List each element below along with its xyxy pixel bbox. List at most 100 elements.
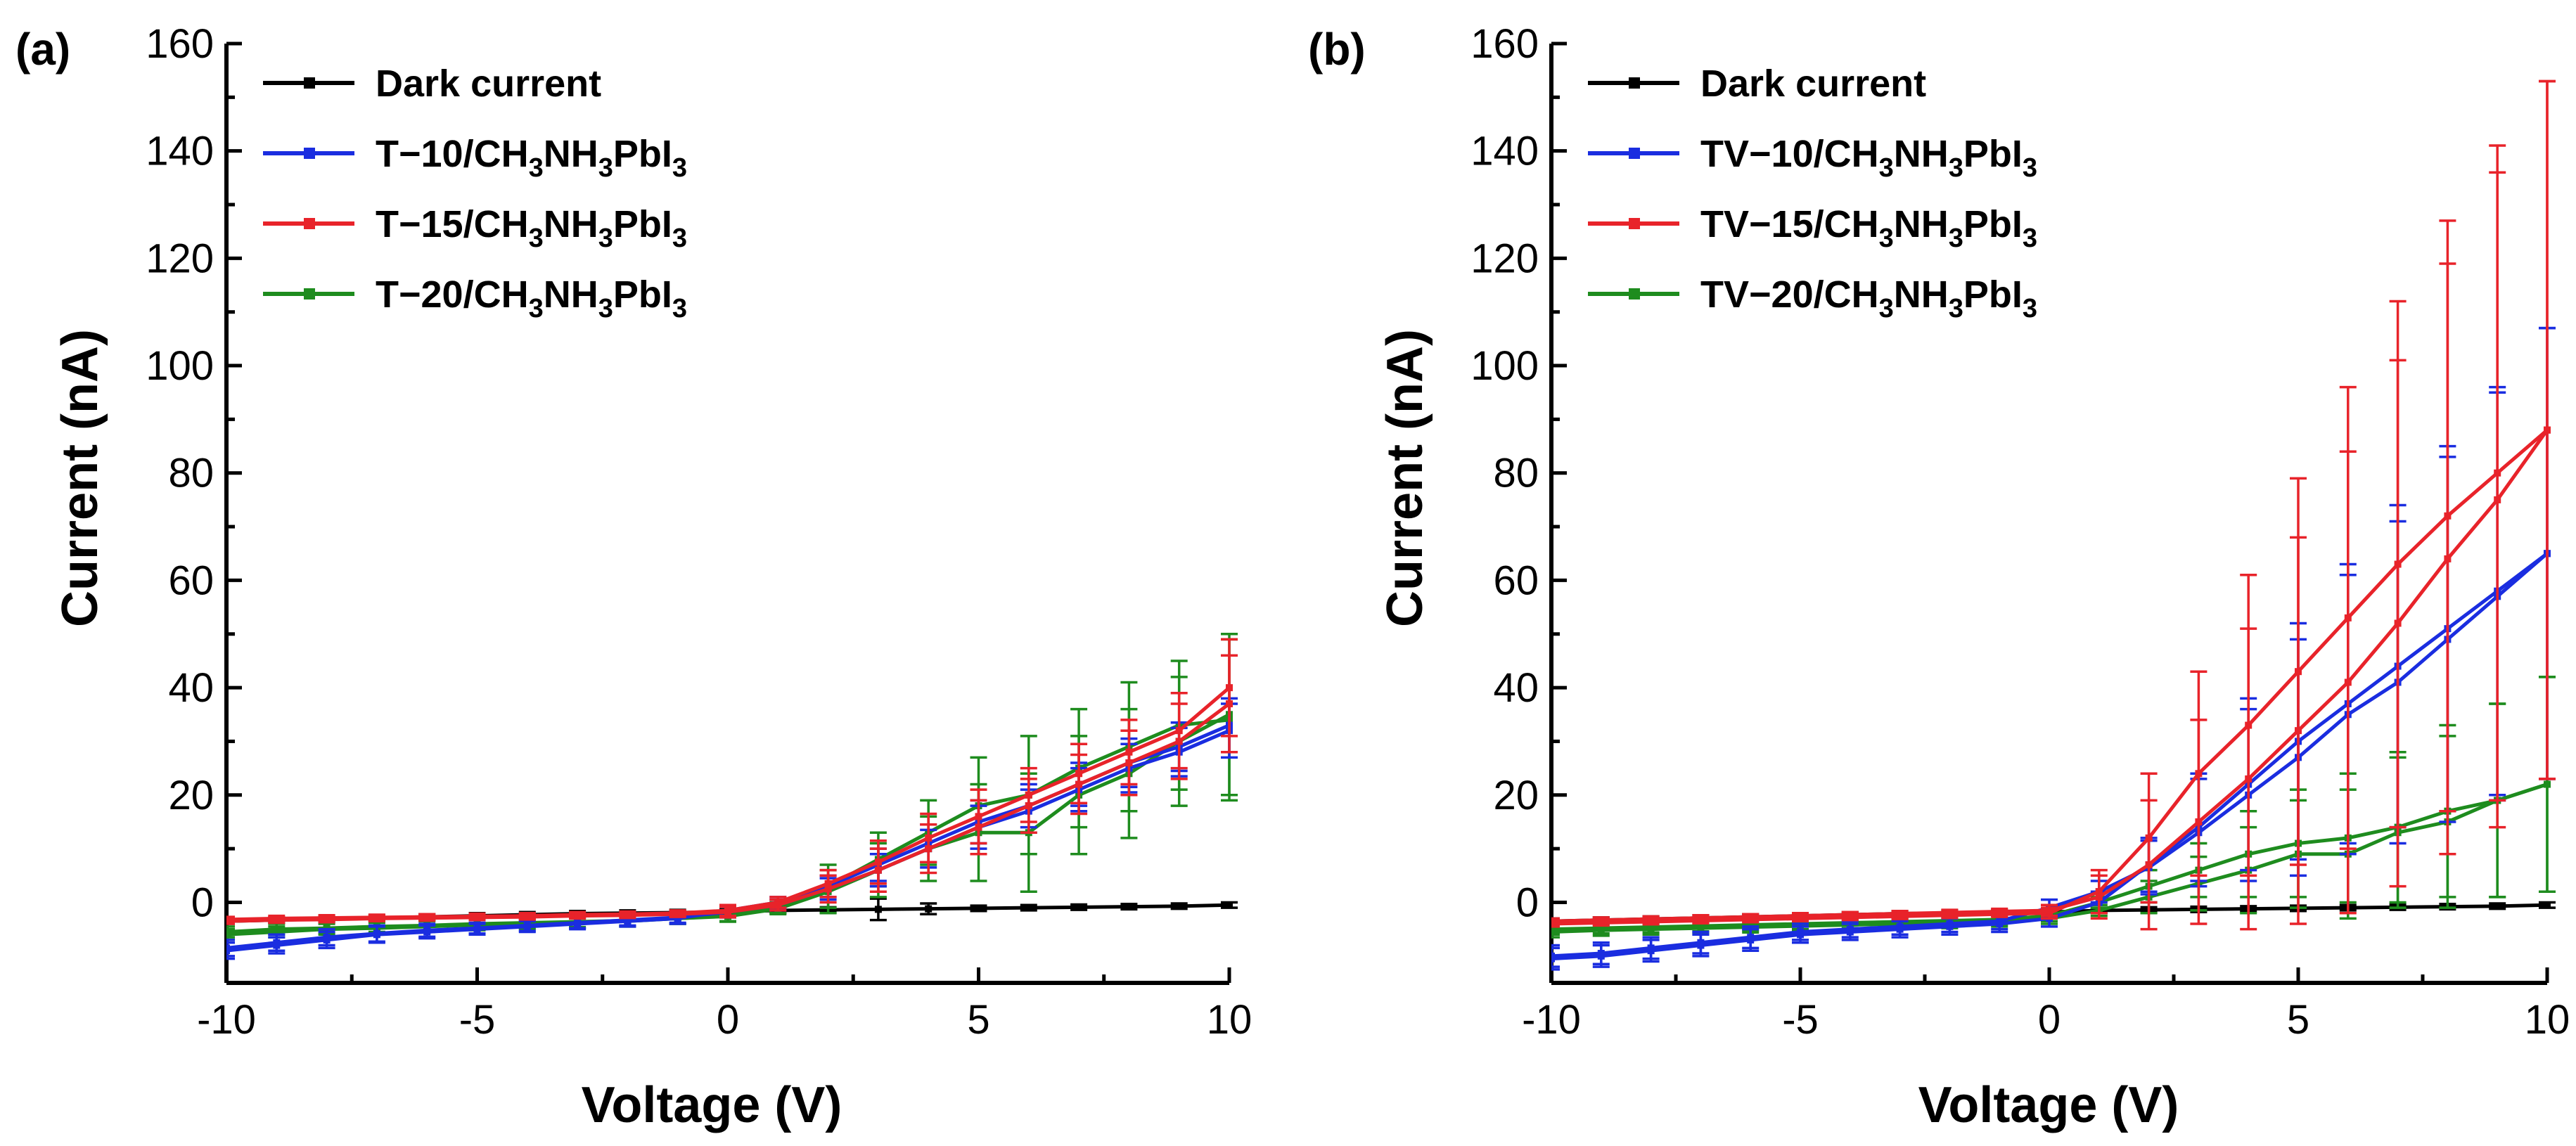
legend-item: Dark current xyxy=(1588,63,1926,105)
legend-item: TV−10/CH3NH3PbI3 xyxy=(1588,133,2037,183)
y-tick-label: 20 xyxy=(1493,773,1539,818)
data-point xyxy=(373,915,380,922)
legend-label: T−20/CH3NH3PbI3 xyxy=(376,273,687,323)
data-point xyxy=(2544,780,2551,788)
y-tick-label: 40 xyxy=(1493,665,1539,711)
y-tick-label: 100 xyxy=(146,343,214,389)
legend: Dark current TV−10/CH3NH3PbI3 TV−15/CH3NH3… xyxy=(1588,63,2037,323)
data-point xyxy=(1896,910,1904,918)
legend-label: TV−20/CH3NH3PbI3 xyxy=(1700,273,2037,323)
data-point xyxy=(1551,918,1555,925)
data-point xyxy=(523,922,531,929)
data-point xyxy=(273,925,281,933)
panel-label: (a) xyxy=(15,24,70,75)
data-point xyxy=(1175,738,1183,745)
data-point xyxy=(1697,939,1705,946)
data-point xyxy=(423,914,431,922)
data-point xyxy=(226,944,230,952)
data-point xyxy=(423,927,431,934)
legend-marker xyxy=(304,218,315,229)
y-axis-title: Current (nA) xyxy=(52,329,108,627)
data-point xyxy=(1846,925,1854,933)
x-tick-label: -5 xyxy=(1782,997,1819,1043)
series-sample-3 xyxy=(1551,676,2556,939)
data-point xyxy=(774,901,782,909)
data-point xyxy=(1697,914,1705,922)
legend-marker xyxy=(1629,77,1640,89)
data-point xyxy=(624,916,632,924)
x-tick-label: 5 xyxy=(967,997,989,1043)
data-point xyxy=(1551,952,1555,960)
data-point xyxy=(523,913,531,921)
data-point xyxy=(226,928,230,936)
y-tick-label: 60 xyxy=(168,558,214,603)
legend-marker xyxy=(304,77,315,89)
data-point xyxy=(226,918,230,925)
legend-item: TV−20/CH3NH3PbI3 xyxy=(1588,273,2037,323)
data-point xyxy=(2145,861,2153,869)
legend-label: Dark current xyxy=(376,63,601,105)
data-point xyxy=(1226,700,1233,708)
data-point xyxy=(975,823,982,831)
legend-label: T−10/CH3NH3PbI3 xyxy=(376,133,687,183)
x-tick-label: 10 xyxy=(2525,997,2570,1043)
y-tick-label: 140 xyxy=(1470,129,1539,174)
data-point xyxy=(1797,912,1804,920)
data-point xyxy=(1797,928,1804,936)
data-point xyxy=(273,939,281,946)
legend-label: Dark current xyxy=(1700,63,1926,105)
data-point xyxy=(1996,918,2004,925)
y-tick-label: 140 xyxy=(146,129,214,174)
legend-marker xyxy=(1629,148,1640,159)
data-point xyxy=(2494,902,2501,910)
legend: Dark current T−10/CH3NH3PbI3 T−15/CH3NH3Pb… xyxy=(263,63,687,323)
legend-label: TV−15/CH3NH3PbI3 xyxy=(1700,203,2037,253)
data-point xyxy=(2444,555,2452,562)
y-tick-label: 20 xyxy=(168,773,214,818)
data-point xyxy=(824,885,832,893)
x-tick-label: -10 xyxy=(197,997,256,1043)
data-point xyxy=(2344,678,2352,686)
x-tick-label: 0 xyxy=(2038,997,2061,1043)
data-point xyxy=(1647,944,1655,952)
legend-marker xyxy=(1629,288,1640,300)
data-point xyxy=(2195,818,2203,825)
data-point xyxy=(1075,903,1083,911)
data-point xyxy=(2295,727,2302,735)
legend-label: T−15/CH3NH3PbI3 xyxy=(376,203,687,253)
legend-marker xyxy=(304,148,315,159)
data-point xyxy=(624,911,632,919)
data-point xyxy=(1996,908,2004,915)
data-point xyxy=(2394,619,2402,627)
x-tick-label: 5 xyxy=(2287,997,2309,1043)
data-layer xyxy=(1551,79,2556,971)
data-point xyxy=(1896,922,1904,930)
panel-label: (b) xyxy=(1308,24,1366,75)
data-point xyxy=(1175,902,1183,910)
y-tick-label: 60 xyxy=(1493,558,1539,603)
legend-item: T−15/CH3NH3PbI3 xyxy=(263,203,687,253)
data-point xyxy=(2095,893,2103,901)
data-point xyxy=(2544,426,2551,434)
data-point xyxy=(1125,903,1133,910)
data-point xyxy=(975,904,982,912)
data-point xyxy=(925,905,933,913)
series-sample-1 xyxy=(1551,326,2556,971)
data-point xyxy=(674,910,681,918)
data-point xyxy=(373,929,380,937)
y-tick-label: 0 xyxy=(1516,880,1539,925)
data-point xyxy=(2245,775,2253,783)
data-point xyxy=(1597,927,1605,934)
x-tick-label: 10 xyxy=(1207,997,1252,1043)
x-axis-title: Voltage (V) xyxy=(1918,1077,2179,1133)
y-tick-label: 120 xyxy=(1470,236,1539,281)
data-point xyxy=(473,925,481,932)
data-point xyxy=(2046,906,2053,914)
y-tick-label: 40 xyxy=(168,665,214,711)
legend-item: TV−15/CH3NH3PbI3 xyxy=(1588,203,2037,253)
legend-item: T−20/CH3NH3PbI3 xyxy=(263,273,687,323)
data-point xyxy=(1697,925,1705,932)
